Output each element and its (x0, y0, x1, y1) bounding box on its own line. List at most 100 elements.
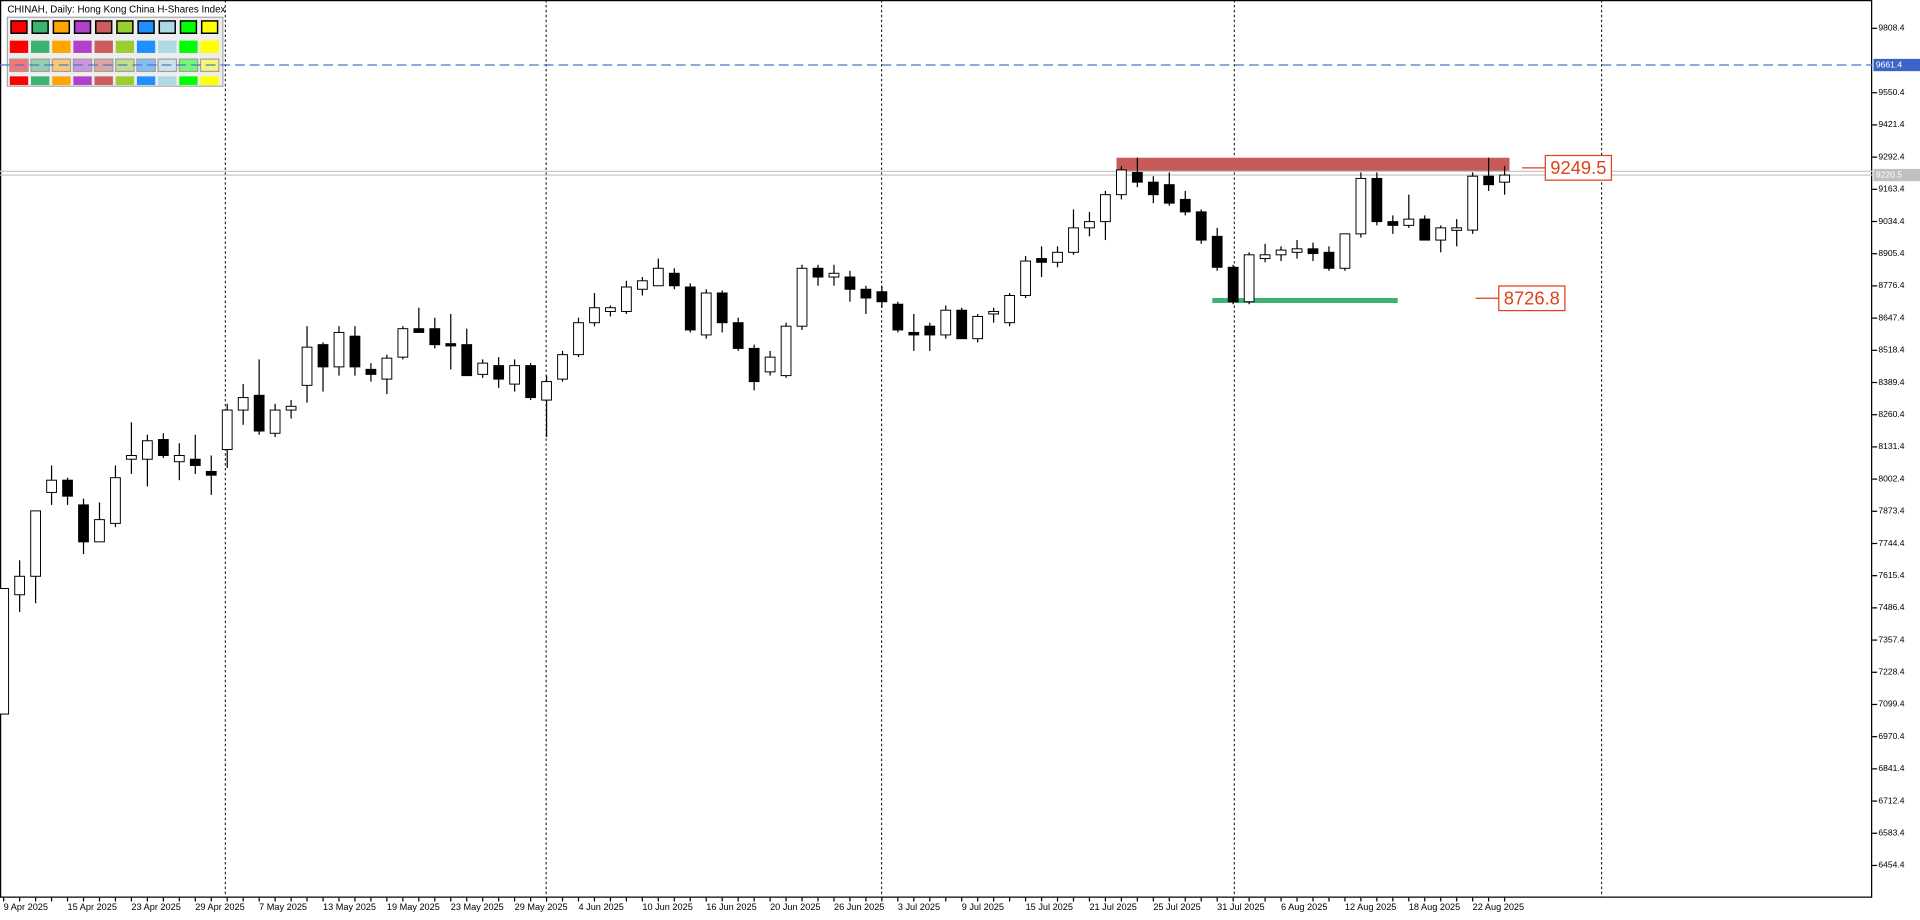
candle-body (1068, 227, 1079, 253)
candle-body (1020, 260, 1031, 296)
x-tick-label: 23 May 2025 (451, 902, 504, 912)
candle-body (237, 397, 249, 411)
candle-body (541, 381, 552, 401)
candle-body (764, 356, 776, 373)
chart-title: CHINAH, Daily: Hong Kong China H-Shares … (7, 4, 225, 15)
swatch (115, 40, 135, 53)
swatch (136, 40, 156, 53)
candle-body (317, 344, 329, 368)
price-zone (1116, 157, 1510, 172)
candle-body (1403, 218, 1415, 226)
candle-body (173, 454, 185, 463)
x-tick-label: 9 Jul 2025 (962, 902, 1004, 912)
candle-body (1387, 221, 1399, 226)
current-price-label: 9220.5 (1876, 169, 1902, 179)
candle-body (924, 325, 936, 336)
y-tick-label: 6970.4 (1878, 731, 1904, 741)
y-tick-label: 7873.4 (1878, 506, 1904, 516)
swatch (52, 20, 71, 34)
candle-body (349, 335, 361, 368)
price-zone (1212, 297, 1398, 303)
candle-body (892, 303, 904, 331)
candle-body (1115, 169, 1127, 196)
swatch (179, 20, 198, 34)
candle-body (381, 357, 393, 380)
candle-body (1100, 194, 1111, 223)
candle-body (1435, 227, 1447, 241)
candle-body (1147, 181, 1159, 196)
candle-body (78, 504, 89, 543)
candle-body (445, 343, 457, 347)
swatch (73, 40, 92, 53)
candle-body (94, 519, 105, 543)
candle-body (413, 328, 425, 333)
plot-frame (0, 0, 1873, 898)
candle-body (189, 458, 201, 466)
candle-body (1195, 211, 1207, 241)
candle-body (573, 322, 584, 356)
candle-body (1227, 266, 1239, 303)
y-tick-label: 9808.4 (1878, 23, 1904, 33)
y-tick-label: 8776.4 (1878, 280, 1904, 290)
swatch (30, 76, 50, 85)
candle-body (141, 440, 153, 460)
candle-body (30, 510, 41, 577)
candle-body (110, 477, 121, 524)
candle-body (940, 309, 952, 336)
candle-body (1243, 254, 1255, 303)
candle-body (1307, 248, 1319, 255)
swatch (52, 76, 71, 85)
swatch (179, 76, 198, 85)
candle-body (812, 267, 824, 278)
candle-body (301, 346, 313, 386)
swatch (116, 20, 134, 34)
current-price-bg (1873, 168, 1920, 182)
candle-body (1163, 184, 1175, 204)
candle-body (1467, 175, 1479, 231)
swatch (94, 76, 113, 85)
y-tick-label: 9163.4 (1878, 184, 1904, 194)
candle-body (732, 322, 744, 349)
x-tick-label: 16 Jun 2025 (706, 902, 756, 912)
candle-body (700, 292, 712, 336)
y-tick-label: 9550.4 (1878, 87, 1904, 97)
candle-body (780, 325, 792, 377)
swatch (10, 20, 28, 34)
candle-body (397, 328, 409, 358)
x-tick-label: 29 Apr 2025 (195, 902, 244, 912)
candle-body (1419, 218, 1431, 241)
candle-body (876, 291, 888, 303)
candle-body (0, 588, 10, 715)
x-tick-label: 9 Apr 2025 (4, 902, 48, 912)
candle-body (860, 288, 872, 299)
swatch (136, 76, 156, 85)
candle-body (429, 328, 441, 346)
candle-body (1084, 221, 1095, 229)
y-tick-label: 8260.4 (1878, 409, 1904, 419)
x-tick-label: 10 Jun 2025 (642, 902, 692, 912)
swatch (200, 20, 219, 34)
y-tick-label: 8518.4 (1878, 345, 1904, 355)
candle-body (1355, 177, 1367, 235)
candle-body (493, 365, 505, 380)
swatch (30, 40, 50, 53)
candle-body (1052, 251, 1063, 263)
y-tick-label: 8389.4 (1878, 377, 1904, 387)
annotation-box (1544, 154, 1613, 181)
swatch (9, 76, 29, 85)
x-tick-label: 15 Jul 2025 (1026, 902, 1073, 912)
candle-body (796, 267, 808, 327)
x-tick-label: 29 May 2025 (515, 902, 568, 912)
swatch (73, 76, 92, 85)
candle-body (828, 272, 840, 278)
y-tick-label: 9292.4 (1878, 151, 1904, 161)
candle-body (636, 280, 648, 290)
swatch (73, 20, 92, 34)
candle-body (46, 479, 57, 493)
y-tick-label: 7744.4 (1878, 538, 1904, 548)
y-tick-label: 8131.4 (1878, 441, 1904, 451)
candle-body (1211, 235, 1223, 268)
y-tick-label: 6712.4 (1878, 795, 1904, 805)
swatch (94, 40, 113, 53)
